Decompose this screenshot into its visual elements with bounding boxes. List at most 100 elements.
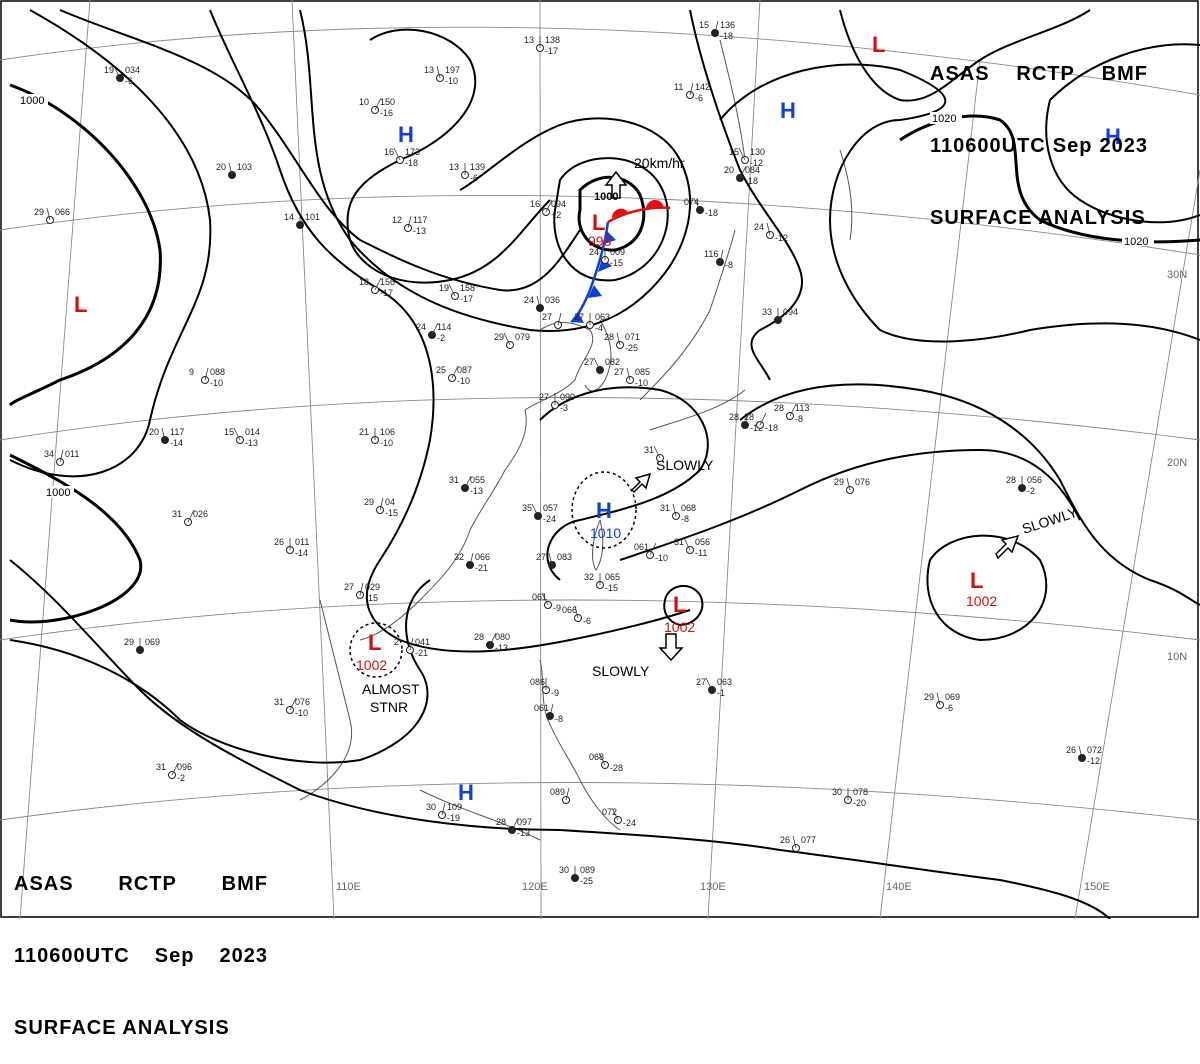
station-tendency: -6: [125, 76, 133, 86]
l-southchina-ring: [349, 622, 403, 678]
station-tendency: -9: [553, 603, 561, 613]
station-pressure: 150: [380, 97, 395, 107]
station-tendency: -17: [380, 288, 393, 298]
station-tendency: -18: [705, 208, 718, 218]
station-temp: 27: [344, 582, 354, 592]
station-temp: 28: [604, 332, 614, 342]
station-pressure: 056: [1027, 475, 1042, 485]
isobar-labels: 1000 1000 1020 1020 1000: [18, 94, 1154, 499]
station-tendency: +2: [551, 210, 561, 220]
meridian-110e: [291, 0, 335, 919]
arrow-north-low: [604, 170, 628, 199]
wind-barb: [448, 283, 456, 297]
wind-barb: [719, 249, 724, 263]
wind-barb: [792, 835, 797, 849]
station-temp: 2: [394, 637, 399, 647]
station-pressure: 088: [210, 367, 225, 377]
stnr-label: STNR: [370, 699, 408, 715]
wind-barb: [759, 412, 767, 426]
station-temp: 13: [449, 162, 459, 172]
station-pressure: 090: [560, 392, 575, 402]
low-north: L: [592, 210, 605, 235]
coast-philippines: [539, 659, 621, 831]
parallel-10n: [0, 599, 1200, 641]
isobar-1006-central: [59, 9, 581, 292]
station-temp: 30: [426, 802, 436, 812]
coast-sakhalin: [719, 39, 746, 161]
wind-barb: [536, 295, 541, 309]
h-taiwan-ring: [571, 471, 637, 549]
station-temp: 29: [834, 477, 844, 487]
station-temp: 116: [704, 249, 718, 259]
station-tendency: -10: [295, 708, 308, 718]
station-pressure: 076: [855, 477, 870, 487]
isobar-1008-north-e: [689, 9, 803, 381]
isobar-label-1000-w: 1000: [46, 487, 70, 499]
wind-barb: [565, 787, 570, 801]
station-pressure: 136: [720, 20, 735, 30]
station-tendency: -8: [555, 714, 563, 724]
slowly-taiwan: SLOWLY: [656, 457, 714, 473]
station-pressure: 113: [795, 403, 809, 413]
coast-borneo: [419, 789, 541, 841]
meridian-130e: [707, 0, 761, 919]
station-tendency: -14: [170, 438, 183, 448]
warm-front: [607, 199, 671, 224]
wind-barb: [739, 165, 747, 179]
station-pressure: 156: [380, 277, 395, 287]
dashed-isobars: [349, 471, 637, 678]
parallel-30n: [0, 194, 1200, 256]
wind-barb: [359, 582, 364, 596]
wind-barb: [626, 367, 631, 381]
station-tendency: -16: [380, 108, 393, 118]
station-temp: 27: [584, 357, 594, 367]
wind-barb: [204, 367, 209, 381]
station-tendency: -25: [625, 343, 638, 353]
isobar-1012-ring: [539, 386, 709, 581]
lat-label-10n: 10N: [1167, 651, 1187, 663]
station-temp: 29: [924, 692, 934, 702]
lon-label-120e: 120E: [522, 881, 548, 893]
station-pressure: 076: [295, 697, 310, 707]
high-taiwan: H: [596, 498, 612, 523]
wind-barb: [936, 692, 941, 706]
wind-barb: [409, 637, 414, 651]
station-pressure: 087: [457, 365, 472, 375]
weather-map: 30N 20N 10N 110E 120E 130E 140E 150E 100…: [0, 0, 1200, 919]
isobar-1002-east-low: [926, 534, 1048, 642]
meridian-150e: [1074, 169, 1200, 919]
station-pressure: 085: [635, 367, 650, 377]
low-northeast: L: [872, 32, 885, 57]
station-pressure: 055: [470, 475, 485, 485]
station-temp: 20: [149, 427, 159, 437]
station-pressure: 106: [380, 427, 395, 437]
station-tendency: -6: [945, 703, 953, 713]
isobar-1010-w: [209, 9, 691, 653]
station-temp: 068: [589, 752, 604, 762]
wind-barb: [407, 215, 412, 229]
station-pressure: 142: [695, 82, 710, 92]
station-tendency: -13: [517, 828, 530, 838]
station-pressure: 011: [295, 537, 309, 547]
station-tendency: -15: [385, 508, 398, 518]
lat-label-20n: 20N: [1167, 457, 1187, 469]
header-month: Sep: [154, 945, 195, 967]
station-temp: 13: [424, 65, 434, 75]
wind-barb: [431, 322, 439, 336]
pressure-values: 998 1010 1002 1002 1002: [356, 233, 997, 673]
station-temp: 18: [359, 277, 369, 287]
station-pressure: 034: [125, 65, 140, 75]
station-temp: 29: [364, 497, 374, 507]
station-pressure: 084: [745, 165, 760, 175]
isobar-1002-pac-low: [663, 585, 704, 627]
wind-barb: [441, 802, 446, 816]
wind-barb: [653, 445, 661, 459]
header-title: SURFACE ANALYSIS: [14, 1017, 230, 1039]
station-tendency: -2: [1027, 486, 1035, 496]
wind-barb: [161, 427, 166, 441]
isobars: [8, 9, 1200, 919]
station-tendency: -6: [583, 616, 591, 626]
wind-barb: [789, 403, 797, 417]
station-temp: 11: [674, 82, 683, 92]
